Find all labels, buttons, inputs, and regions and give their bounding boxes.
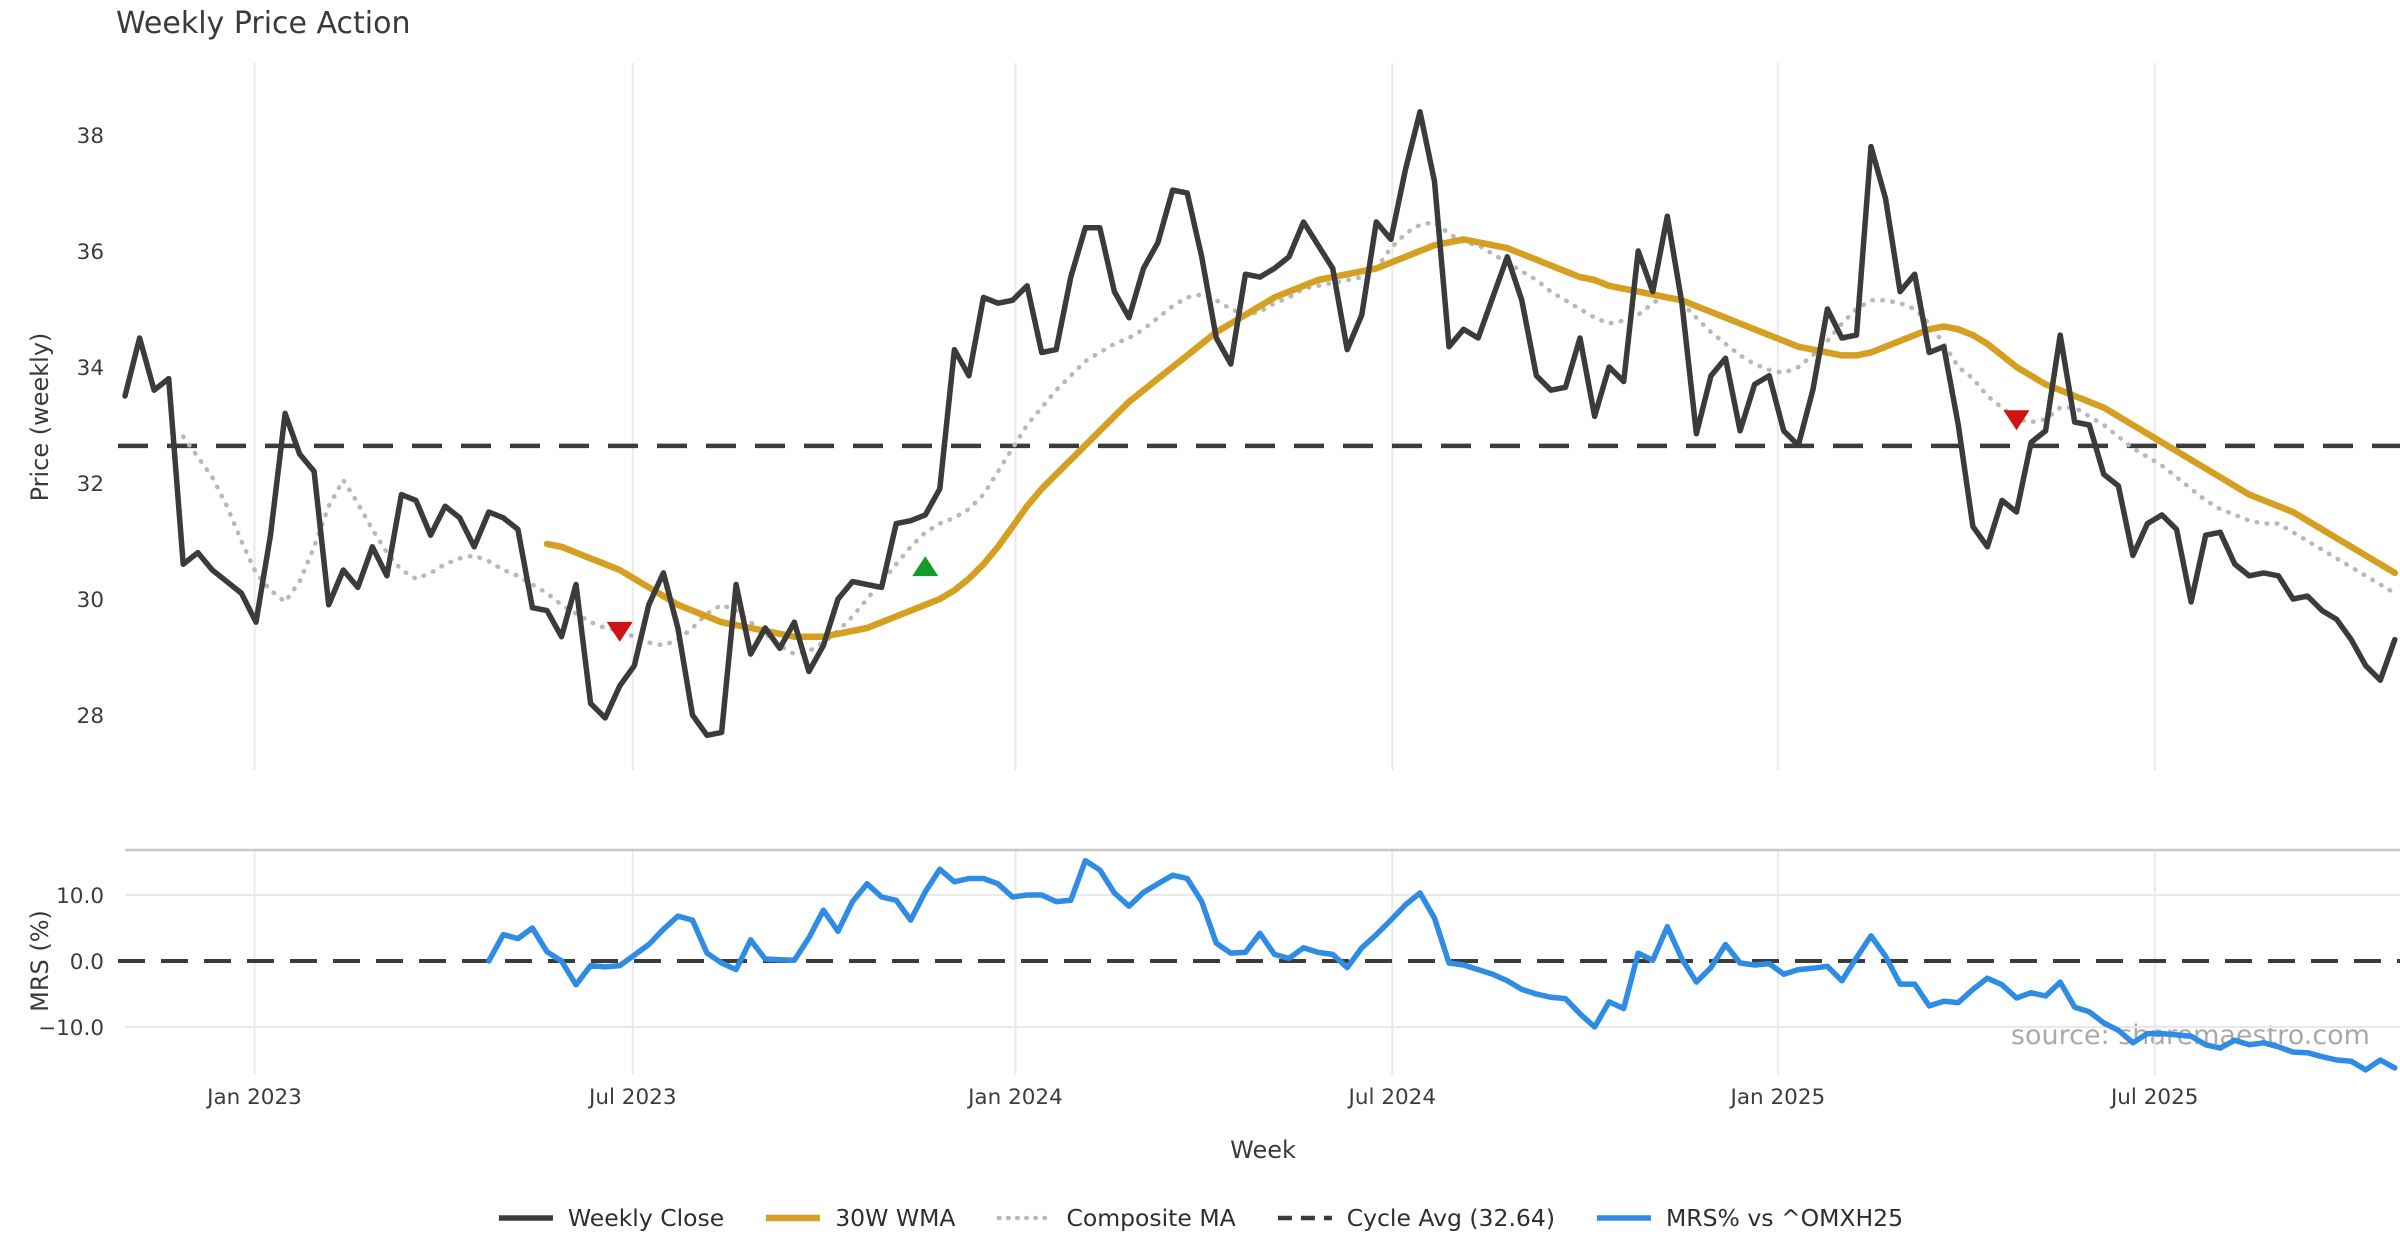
chart-title: Weekly Price Action (116, 6, 411, 41)
composite-ma-line (180, 219, 2398, 657)
price-tick-label: 28 (77, 704, 104, 729)
sell-signal-marker (2003, 410, 2030, 431)
x-tick-label: Jan 2023 (205, 1085, 302, 1110)
price-tick-label: 36 (77, 240, 104, 265)
x-tick-label: Jul 2023 (587, 1085, 677, 1110)
cycle-avg-swatch-icon (1277, 1215, 1332, 1221)
week-axis-label: Week (1230, 1136, 1296, 1164)
mrs-swatch-icon (1597, 1215, 1651, 1221)
grid-lines (125, 63, 2400, 1075)
x-tick-label: Jul 2025 (2109, 1085, 2199, 1110)
legend-item-composite-ma: Composite MA (995, 1204, 1236, 1232)
composite-ma-swatch-icon (996, 1215, 1054, 1221)
price-tick-label: 30 (77, 588, 104, 613)
mrs-line (486, 857, 2398, 1073)
legend-item-weekly-close: Weekly Close (497, 1204, 724, 1232)
signal-markers (606, 410, 2030, 642)
legend-label: Cycle Avg (32.64) (1346, 1204, 1555, 1232)
mrs-tick-label: 10.0 (56, 884, 104, 909)
legend-item-mrs: MRS% vs ^OMXH25 (1595, 1204, 1903, 1232)
mrs-tick-label: 0.0 (70, 950, 104, 975)
weekly-close-swatch-icon (498, 1215, 553, 1221)
sell-signal-marker (606, 621, 633, 642)
mrs-tick-label: −10.0 (38, 1016, 104, 1041)
legend-label: Composite MA (1066, 1204, 1236, 1232)
wma30-line (543, 236, 2399, 640)
legend-label: MRS% vs ^OMXH25 (1666, 1204, 1904, 1232)
x-tick-label: Jan 2025 (1729, 1085, 1826, 1110)
price-tick-label: 32 (77, 472, 104, 497)
legend-item-wma30: 30W WMA (764, 1204, 955, 1232)
reference-lines (118, 443, 2400, 963)
legend-label: Weekly Close (567, 1204, 725, 1232)
legend-item-cycle-avg: Cycle Avg (32.64) (1276, 1204, 1555, 1232)
price-tick-label: 34 (77, 356, 104, 381)
buy-signal-marker (912, 556, 939, 577)
weekly-close-line (122, 109, 2398, 739)
x-tick-label: Jul 2024 (1347, 1085, 1437, 1110)
legend: Weekly Close 30W WMA Composite MA Cycle … (497, 1204, 1903, 1232)
price-tick-label: 38 (77, 124, 104, 149)
series-lines (122, 109, 2399, 1073)
wma30-swatch-icon (766, 1214, 821, 1222)
legend-label: 30W WMA (835, 1204, 956, 1232)
x-tick-label: Jan 2024 (966, 1085, 1063, 1110)
